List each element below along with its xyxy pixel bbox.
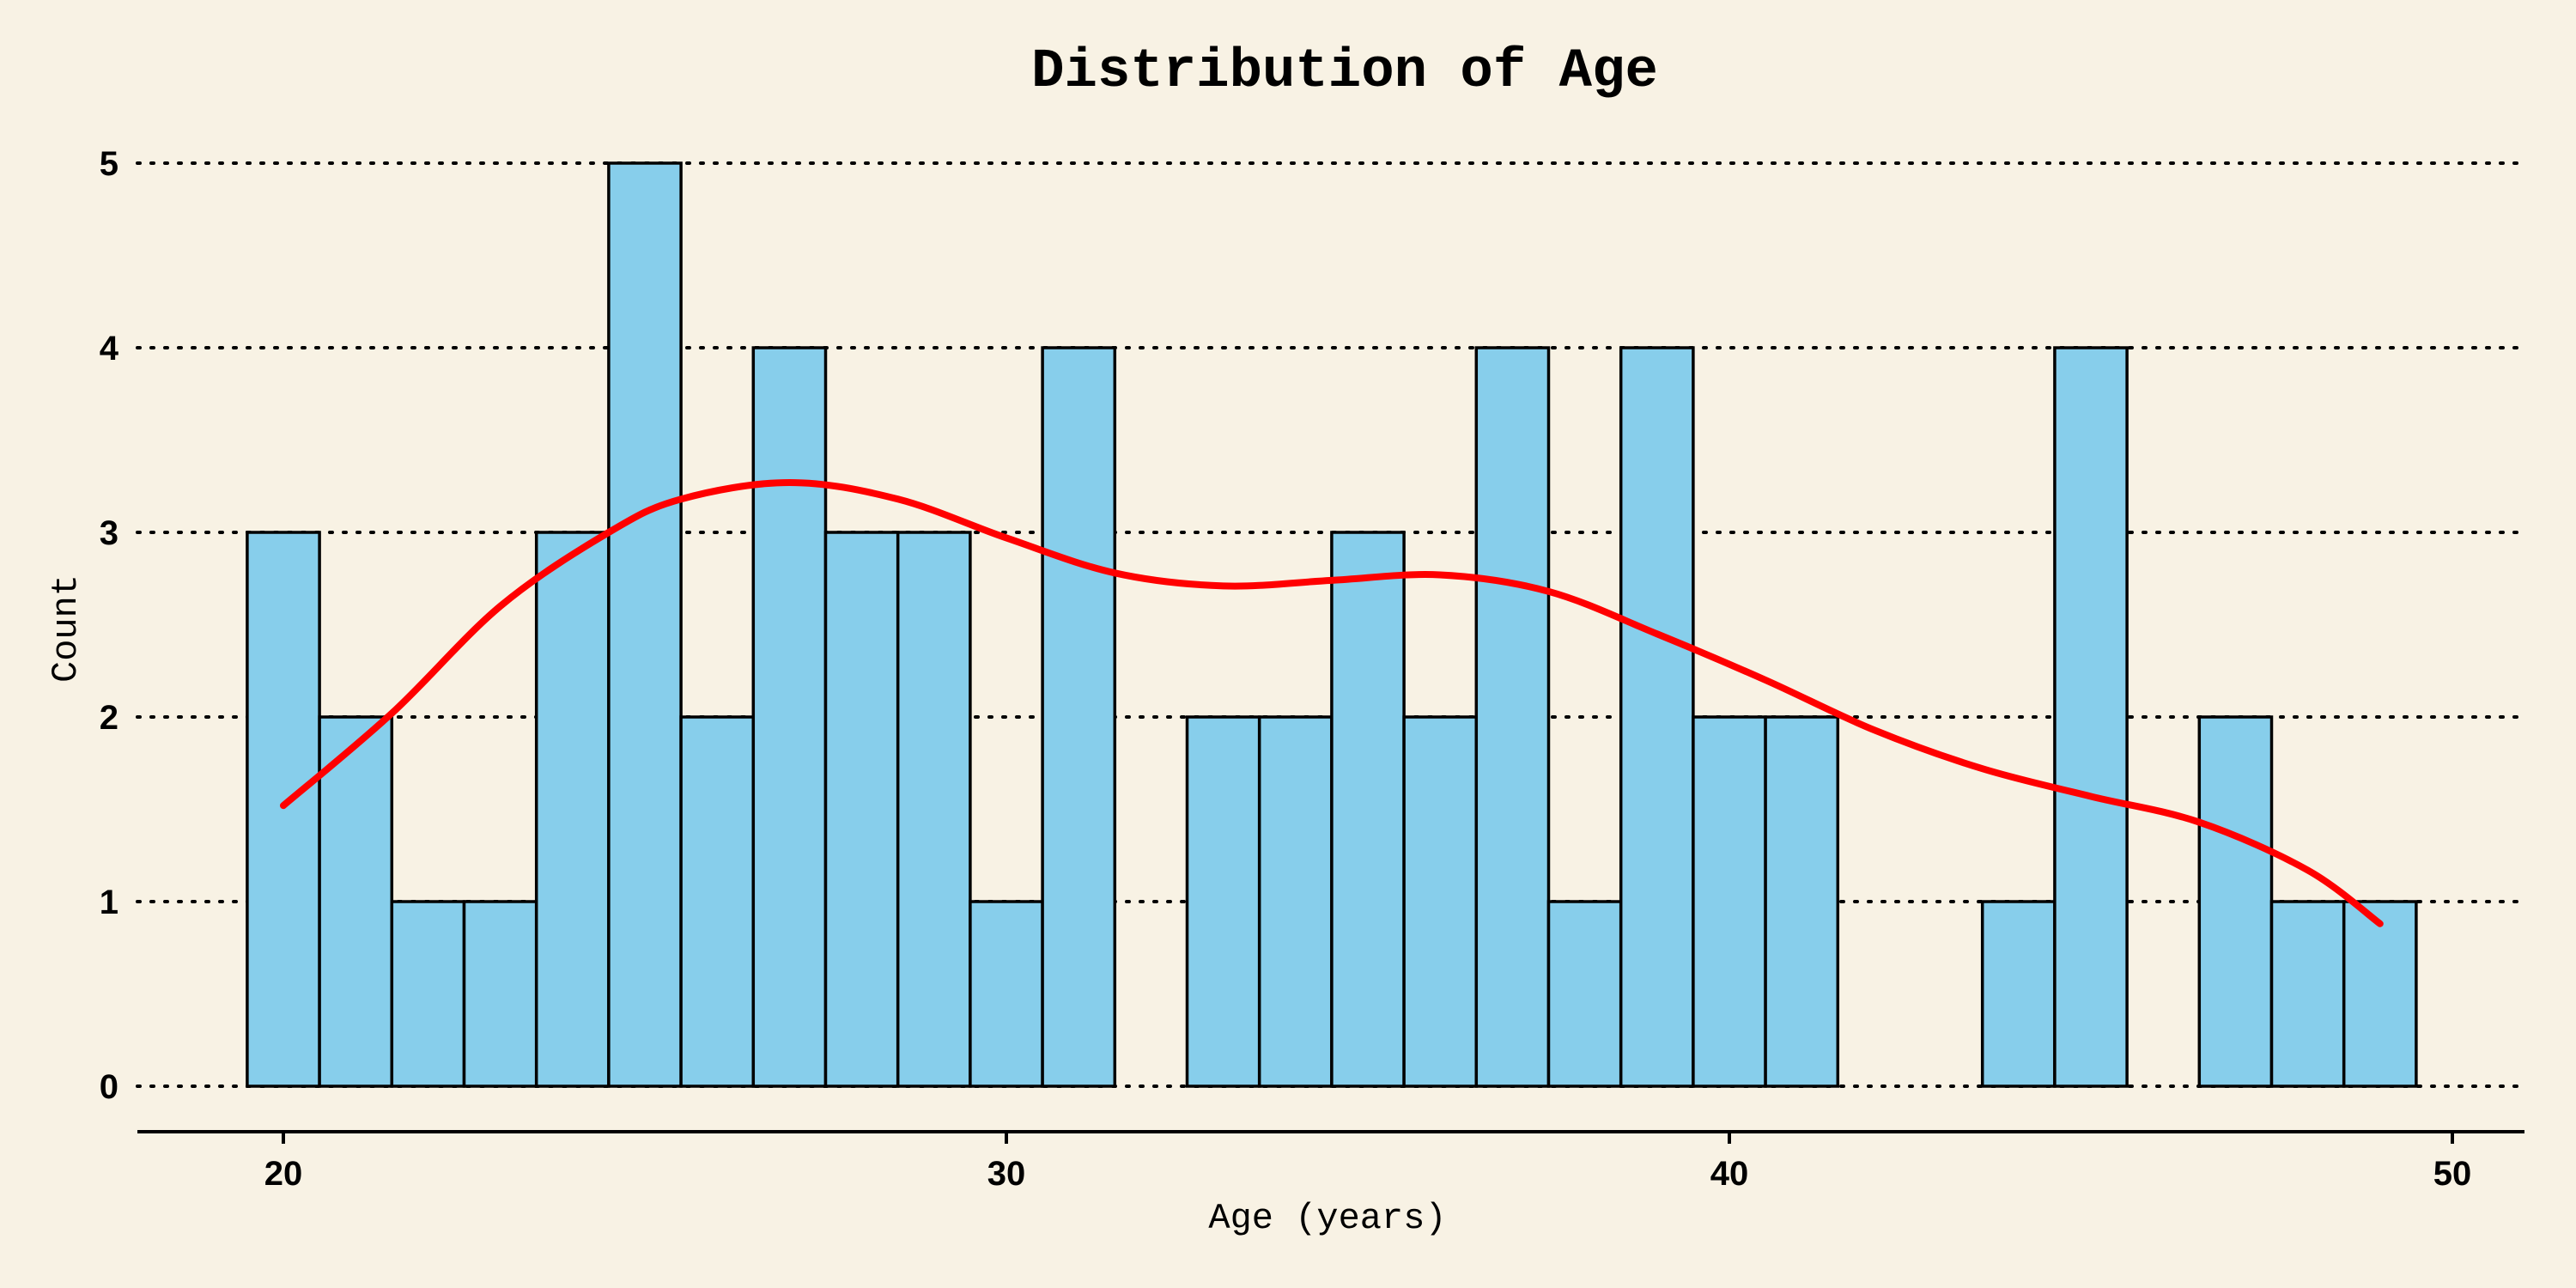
x-tick-label: 50	[2433, 1155, 2472, 1193]
bar-age-24	[534, 531, 611, 1088]
x-tick-label: 30	[987, 1155, 1026, 1193]
bar-age-26	[679, 715, 756, 1088]
bar-age-25	[607, 161, 683, 1088]
bar-age-27	[751, 346, 828, 1088]
bar-age-21	[318, 715, 394, 1088]
bar-age-49	[2342, 900, 2418, 1088]
bar-age-47	[2197, 715, 2274, 1088]
x-axis-label: Age (years)	[1208, 1198, 1446, 1239]
bar-age-36	[1402, 715, 1479, 1088]
bar-age-31	[1041, 346, 1117, 1088]
bar-age-28	[823, 531, 900, 1088]
y-tick-label: 2	[100, 699, 118, 737]
y-axis-label: Count	[46, 574, 87, 683]
bar-age-41	[1764, 715, 1840, 1088]
bar-age-34	[1257, 715, 1334, 1088]
bar-age-23	[462, 900, 538, 1088]
bar-age-30	[969, 900, 1044, 1088]
y-tick-label: 1	[100, 884, 118, 921]
kde-curve-group	[280, 478, 2384, 927]
bar-age-29	[896, 531, 972, 1088]
bar-age-44	[1980, 900, 2057, 1088]
bar-age-33	[1185, 715, 1261, 1088]
y-tick-label: 4	[100, 330, 119, 368]
bar-age-35	[1330, 531, 1406, 1088]
bar-age-39	[1619, 346, 1695, 1088]
histogram-bars	[246, 161, 2418, 1088]
x-axis-ticks: 20 30 40 50	[264, 1132, 2472, 1193]
y-tick-label: 5	[100, 145, 118, 183]
x-tick-label: 40	[1710, 1155, 1749, 1193]
y-tick-label: 3	[100, 514, 118, 552]
chart-title: Distribution of Age	[1031, 41, 1658, 103]
bar-age-48	[2269, 900, 2346, 1088]
x-tick-label: 20	[264, 1155, 303, 1193]
kde-line	[280, 478, 2384, 927]
y-axis-ticks: 0 1 2 3 4 5	[100, 145, 119, 1106]
bar-age-20	[246, 531, 321, 1088]
bar-age-45	[2053, 346, 2129, 1088]
bar-age-40	[1692, 715, 1767, 1088]
y-tick-label: 0	[100, 1068, 118, 1106]
bar-age-37	[1474, 346, 1551, 1088]
bar-age-22	[390, 900, 466, 1088]
bar-age-38	[1546, 900, 1623, 1088]
